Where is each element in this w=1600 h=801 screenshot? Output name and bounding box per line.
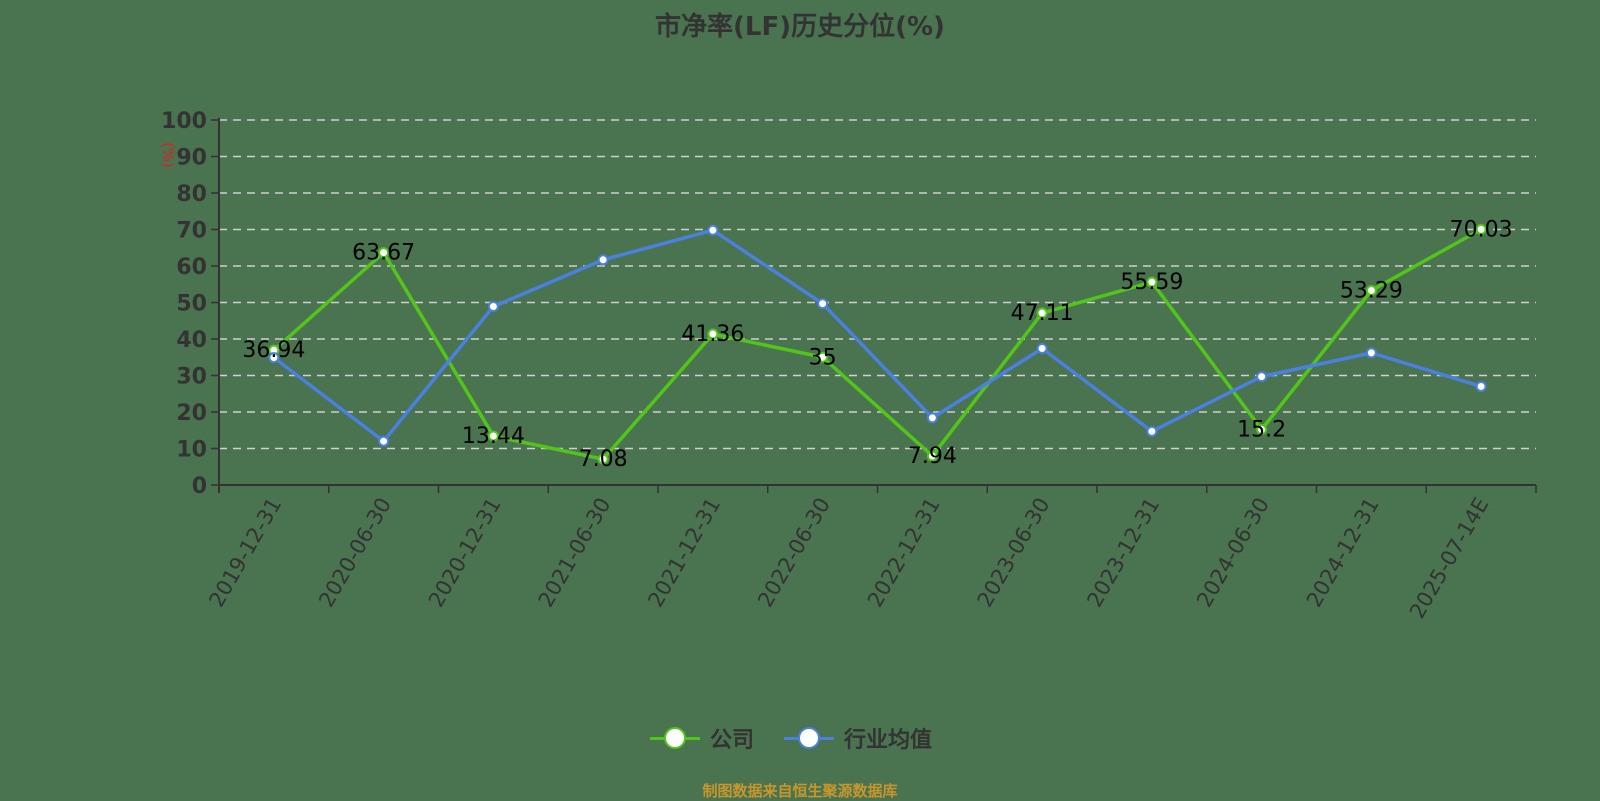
- data-label: 36.94: [242, 338, 305, 363]
- data-point[interactable]: [926, 412, 938, 424]
- y-axis-unit: (%): [159, 142, 177, 168]
- x-tick-label: 2019-12-31: [204, 494, 286, 612]
- legend-item-company[interactable]: 公司: [650, 722, 754, 754]
- y-tick-label: 100: [161, 109, 207, 134]
- x-tick-label: 2022-06-30: [753, 494, 835, 612]
- y-tick-label: 10: [176, 438, 207, 463]
- data-point[interactable]: [1475, 380, 1487, 392]
- data-point[interactable]: [597, 254, 609, 266]
- data-label: 13.44: [462, 424, 525, 449]
- legend-circle-icon: [784, 726, 835, 750]
- data-point[interactable]: [268, 352, 280, 364]
- data-label: 53.29: [1340, 278, 1403, 303]
- y-tick-label: 30: [176, 365, 207, 390]
- data-point[interactable]: [707, 224, 719, 236]
- industry-line: [272, 228, 1482, 443]
- legend-item-industry[interactable]: 行业均值: [784, 722, 932, 754]
- data-label: 35: [809, 345, 837, 370]
- data-label: 70.03: [1450, 217, 1513, 242]
- data-point[interactable]: [1365, 284, 1377, 296]
- x-tick-label: 2020-06-30: [314, 494, 396, 612]
- y-tick-label: 80: [176, 182, 207, 207]
- data-label: 55.59: [1120, 270, 1183, 295]
- data-point[interactable]: [1036, 307, 1048, 319]
- source-note: 制图数据来自恒生聚源数据库: [702, 782, 898, 800]
- data-point[interactable]: [817, 298, 829, 310]
- data-point[interactable]: [1365, 347, 1377, 359]
- y-tick-label: 60: [176, 255, 207, 280]
- chart-title: 市净率(LF)历史分位(%): [655, 12, 945, 42]
- y-tick-label: 90: [176, 146, 207, 171]
- data-point[interactable]: [1146, 276, 1158, 288]
- x-tick-label: 2021-12-31: [643, 494, 725, 612]
- data-label: 47.11: [1011, 301, 1074, 326]
- y-tick-label: 0: [192, 474, 207, 499]
- data-label: 7.94: [908, 444, 957, 469]
- x-tick-label: 2025-07-14E: [1405, 494, 1493, 623]
- x-tick-label: 2023-12-31: [1082, 494, 1164, 612]
- legend-label: 行业均值: [844, 728, 933, 753]
- x-tick-label: 2023-06-30: [973, 494, 1055, 612]
- x-tick-label: 2021-06-30: [534, 494, 616, 612]
- data-point[interactable]: [926, 450, 938, 462]
- x-tick-label: 2022-12-31: [863, 494, 945, 612]
- data-label: 15.2: [1237, 418, 1286, 443]
- data-point[interactable]: [1146, 425, 1158, 437]
- data-point[interactable]: [487, 430, 499, 442]
- company-line: [272, 227, 1482, 461]
- legend: 公司 行业均值: [650, 722, 932, 754]
- data-point[interactable]: [1036, 342, 1048, 354]
- data-point[interactable]: [378, 435, 390, 447]
- y-tick-label: 40: [176, 328, 207, 353]
- legend-circle-icon: [650, 726, 700, 750]
- y-tick-label: 20: [176, 401, 207, 426]
- data-label: 41.36: [681, 322, 744, 347]
- y-tick-label: 50: [176, 292, 207, 317]
- data-point[interactable]: [1256, 371, 1268, 383]
- y-tick-label: 70: [176, 219, 207, 244]
- data-point[interactable]: [487, 301, 499, 313]
- x-tick-label: 2024-06-30: [1192, 494, 1274, 612]
- data-point[interactable]: [597, 453, 609, 465]
- data-label: 63.67: [352, 241, 415, 266]
- x-tick-label: 2020-12-31: [424, 494, 506, 612]
- legend-label: 公司: [710, 728, 755, 753]
- data-point[interactable]: [817, 351, 829, 363]
- data-point[interactable]: [1475, 223, 1487, 235]
- data-label: 7.08: [579, 447, 628, 472]
- data-point[interactable]: [378, 247, 390, 259]
- data-point[interactable]: [1256, 424, 1268, 436]
- data-point[interactable]: [707, 328, 719, 340]
- x-tick-label: 2024-12-31: [1302, 494, 1384, 612]
